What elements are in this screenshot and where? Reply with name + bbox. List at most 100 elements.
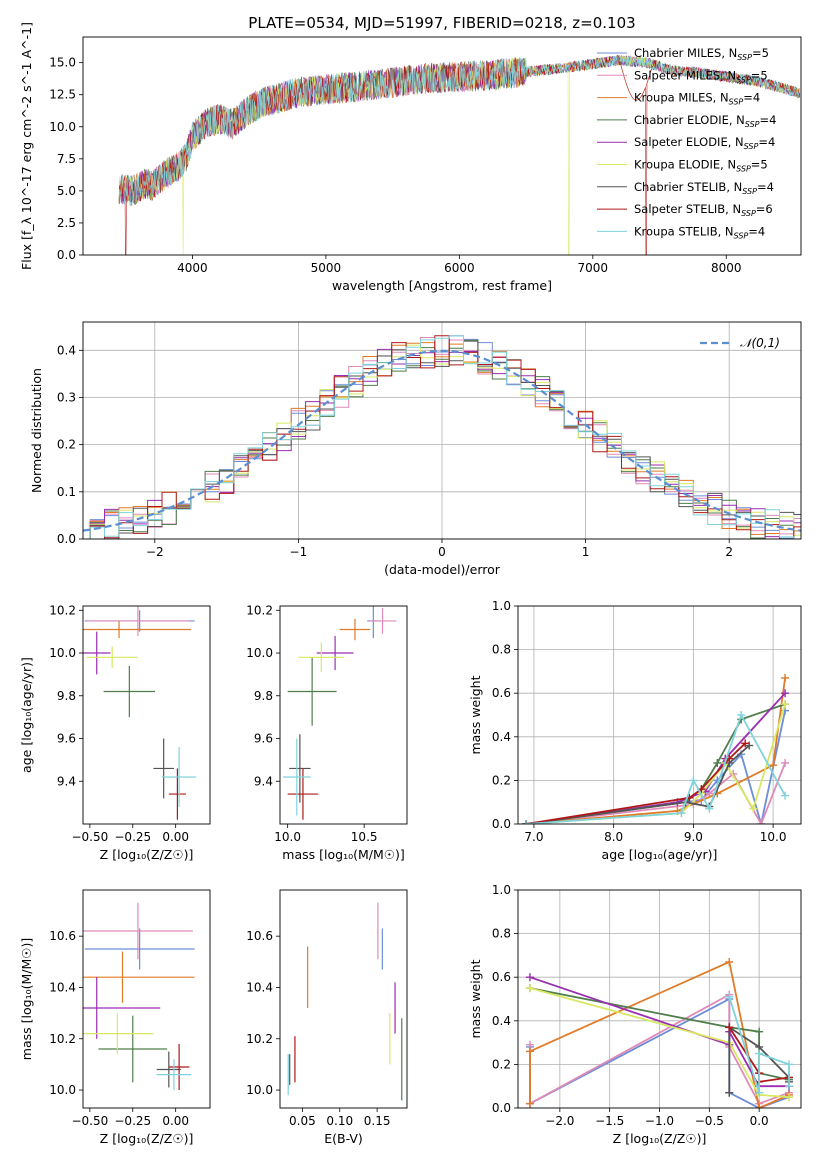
y-tick-label: 9.8 [57, 689, 76, 703]
errorbar-point [103, 665, 156, 718]
legend-label: Salpeter MILES, NSSP=5 [634, 68, 768, 84]
panel-residual-histogram: −2 −1 0 1 2 0.0 0.1 0.2 0.3 0.4 (data-model)/error… [29, 321, 802, 577]
mass-weight-marker [737, 711, 746, 719]
y-tick-label: 10.0 [49, 1083, 76, 1097]
errorbar-point [289, 734, 311, 803]
x-tick-label: 0.00 [162, 830, 189, 844]
normal-reference-curve [83, 349, 801, 532]
mass-weight-line [529, 987, 790, 1098]
errorbar-point [283, 738, 311, 816]
mass-weight-marker [785, 1060, 794, 1069]
x-tick-label: 0.10 [326, 1114, 353, 1128]
y-tick-label: 0.2 [492, 773, 511, 787]
x-tick-label: −0.25 [114, 830, 151, 844]
errorbar-point [83, 631, 111, 675]
y-tick-label: 5.0 [57, 184, 76, 198]
x-tick-label: 0.00 [162, 1114, 189, 1128]
errorbar-point [86, 646, 138, 668]
legend-label: 𝒩(0,1) [740, 336, 780, 350]
mass-weight-marker [785, 1082, 794, 1091]
y-tick-label: 0.0 [57, 248, 76, 262]
y-tick-label: 0.2 [57, 438, 76, 452]
y-tick-label: 10.0 [246, 1083, 273, 1097]
x-tick-label: −1.0 [645, 1114, 674, 1128]
y-tick-label: 0.0 [492, 1101, 511, 1115]
errorbar-point [339, 618, 371, 641]
x-tick-label: −2.0 [545, 1114, 574, 1128]
x-axis-label: (data-model)/error [384, 562, 501, 577]
x-tick-label: 0.05 [289, 1114, 316, 1128]
panels: 4000 5000 6000 7000 80000.02.55.07.510.012.5… [19, 22, 802, 1146]
y-tick-label: 10.2 [49, 1032, 76, 1046]
y-axis-label: Normed distribution [29, 368, 44, 493]
plot-area [518, 890, 801, 1108]
mass-weight-marker [755, 1049, 764, 1058]
mass-weight-line [525, 762, 786, 824]
x-tick-label: 4000 [177, 261, 208, 275]
y-tick-label: 10.2 [246, 603, 273, 617]
y-tick-label: 9.6 [57, 732, 76, 746]
plot-area [83, 322, 801, 539]
mass-weight-marker [781, 700, 790, 709]
errorbar-point [156, 1059, 192, 1091]
y-tick-label: 7.5 [57, 152, 76, 166]
x-tick-label: 10.0 [760, 830, 787, 844]
y-tick-label: 0.0 [57, 532, 76, 546]
mass-weight-marker [749, 804, 758, 813]
y-tick-label: 12.5 [49, 88, 76, 102]
errorbar-point [83, 951, 195, 1003]
mass-weight-marker [755, 1104, 764, 1108]
errorbar-point [98, 1015, 168, 1083]
plot-area [83, 902, 195, 1091]
errorbar-point [168, 1043, 190, 1091]
spectrum-line [118, 55, 800, 205]
errorbar-point [86, 606, 190, 636]
x-axis-label: Z [log₁₀(Z/Z☉)] [100, 1131, 194, 1146]
mass-weight-marker [781, 758, 790, 767]
x-tick-label: 10.5 [351, 830, 378, 844]
y-tick-label: 0.4 [492, 730, 511, 744]
y-tick-label: 0.6 [492, 970, 511, 984]
x-axis-label: E(B-V) [324, 1131, 363, 1146]
plot-area [518, 606, 801, 824]
x-axis-label: wavelength [Angstrom, rest frame] [332, 278, 552, 293]
x-tick-label: 9.0 [684, 830, 703, 844]
errorbar-point [153, 738, 174, 799]
y-tick-label: 9.4 [57, 774, 76, 788]
x-tick-label: −0.50 [71, 830, 108, 844]
errorbar-point [83, 1013, 154, 1055]
mass-weight-marker [725, 992, 734, 1001]
panel-age-vs-mass: 10.0 10.5 9.4 9.6 9.8 10.0 10.2 mass [log₁₀(M/M… [246, 603, 408, 862]
mass-weight-marker [757, 820, 766, 824]
x-tick-label: 7.0 [524, 830, 543, 844]
mass-weight-marker [755, 1027, 764, 1036]
y-tick-label: 0.1 [57, 485, 76, 499]
y-tick-label: 10.0 [49, 646, 76, 660]
panel-mass-vs-EBV: 0.05 0.10 0.15 10.0 10.2 10.4 10.6 E(B-V) [246, 889, 408, 1146]
legend-label: Salpeter STELIB, NSSP=6 [634, 202, 773, 218]
x-tick-label: 0.0 [750, 1114, 769, 1128]
legend-label: Kroupa STELIB, NSSP=4 [634, 224, 765, 240]
panel-mass-weight-vs-Z: −2.0 −1.5 −1.0 −0.5 0.0 0.0 0.2 0.4 0.6 0.8 1.0 Z [… [468, 883, 802, 1146]
y-tick-label: 10.4 [246, 980, 273, 994]
y-tick-label: 1.0 [492, 883, 511, 897]
axes-frame [517, 605, 802, 825]
y-tick-label: 0.2 [492, 1057, 511, 1071]
x-axis-label: age [log₁₀(age/yr)] [602, 847, 718, 862]
x-tick-label: 6000 [444, 261, 475, 275]
errorbar-point [161, 747, 197, 807]
y-tick-label: 10.0 [49, 120, 76, 134]
mass-weight-marker [725, 957, 734, 966]
plot-area [283, 606, 397, 820]
legend-label: Chabrier STELIB, NSSP=4 [634, 180, 774, 196]
axes-frame [82, 605, 211, 825]
mass-weight-marker [525, 973, 534, 982]
y-tick-label: 0.8 [492, 927, 511, 941]
y-tick-label: 1.0 [492, 599, 511, 613]
x-tick-label: 8000 [711, 261, 742, 275]
y-axis-label: mass weight [468, 675, 483, 754]
mass-weight-marker [705, 804, 714, 813]
y-tick-label: 0.0 [492, 817, 511, 831]
y-tick-label: 10.4 [49, 980, 76, 994]
